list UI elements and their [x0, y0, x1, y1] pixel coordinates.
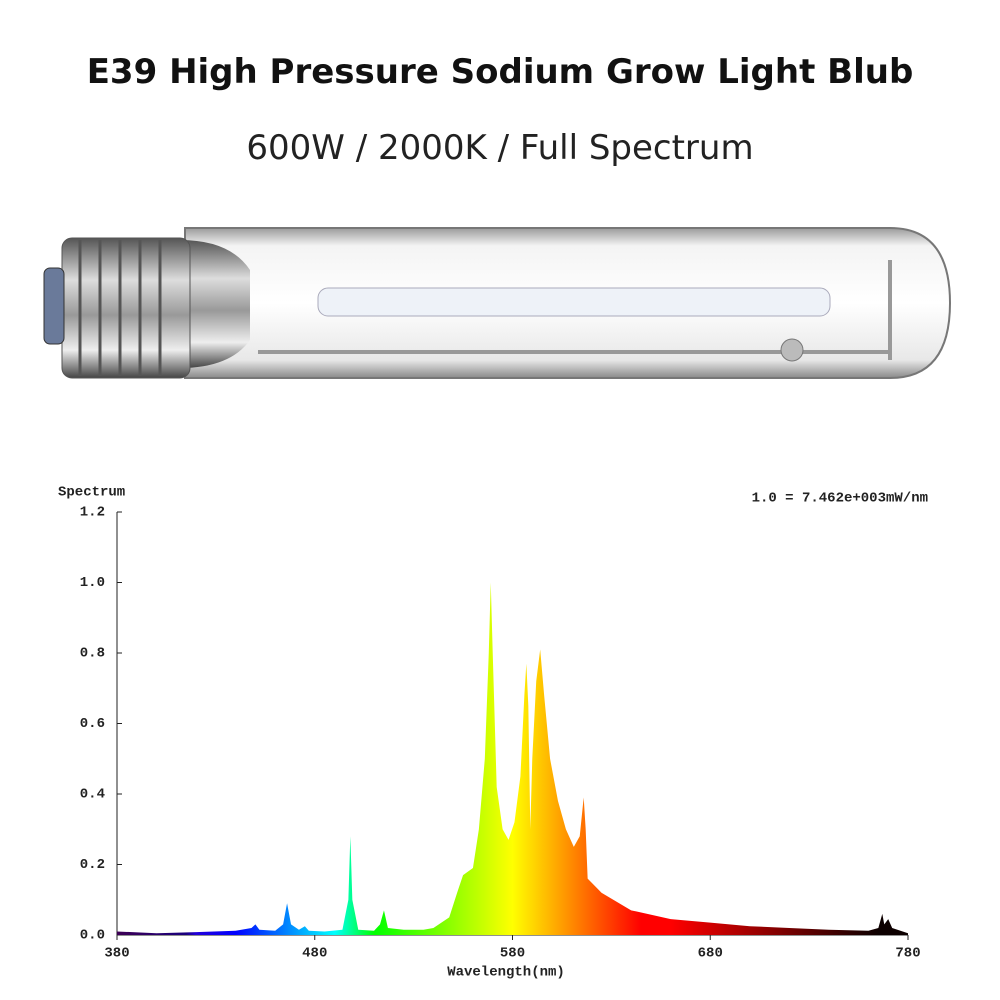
- x-tick-label: 580: [500, 946, 525, 962]
- y-tick-label: 1.2: [80, 505, 105, 521]
- y-tick-label: 0.6: [80, 716, 105, 732]
- bulb-neck: [180, 240, 250, 368]
- bulb-image: [43, 227, 952, 379]
- screw-threads: [78, 240, 162, 376]
- base-contact: [43, 267, 65, 345]
- spectrum-area: [117, 582, 908, 935]
- y-tick-label: 0.8: [80, 646, 105, 662]
- y-axis-label: Spectrum: [58, 485, 125, 501]
- y-tick-label: 0.2: [80, 857, 105, 873]
- annotation: 1.0 = 7.462e+003mW/nm: [752, 491, 928, 507]
- x-tick-label: 780: [895, 946, 920, 962]
- y-tick-label: 1.0: [80, 575, 105, 591]
- x-tick-label: 480: [302, 946, 327, 962]
- arc-tube: [317, 287, 831, 317]
- y-tick-label: 0.0: [80, 928, 105, 944]
- x-tick-label: 380: [104, 946, 129, 962]
- title: E39 High Pressure Sodium Grow Light Blub: [86, 52, 914, 92]
- subtitle: 600W / 2000K / Full Spectrum: [246, 128, 754, 168]
- spectrum-chart: Spectrum 1.0 = 7.462e+003mW/nm Wavelengt…: [58, 485, 928, 981]
- y-tick-label: 0.4: [80, 787, 105, 803]
- x-axis-label: Wavelength(nm): [447, 965, 565, 981]
- x-tick-label: 680: [698, 946, 723, 962]
- getter: [780, 338, 804, 362]
